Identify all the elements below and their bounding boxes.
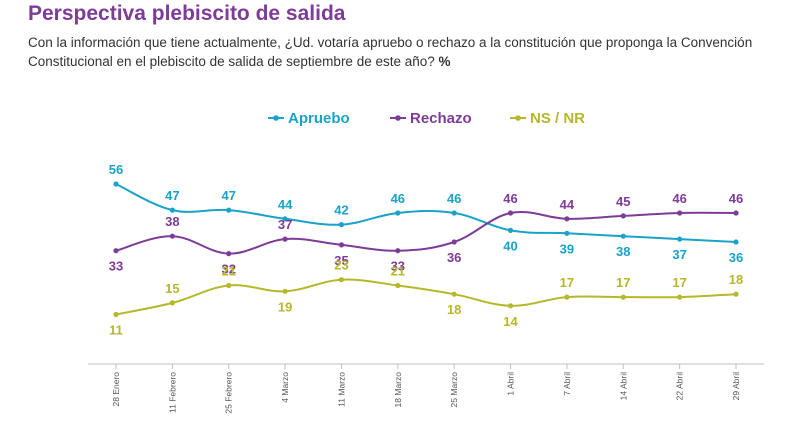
series-line-apruebo bbox=[115, 183, 737, 243]
x-tick-label: 25 Febrero bbox=[224, 372, 234, 414]
data-point-ns-nr bbox=[733, 291, 739, 297]
data-label-ns-nr: 21 bbox=[221, 264, 235, 279]
data-point-rechazo bbox=[226, 251, 232, 257]
data-point-ns-nr bbox=[677, 294, 683, 300]
data-label-ns-nr: 18 bbox=[729, 272, 743, 287]
data-label-apruebo: 40 bbox=[503, 238, 517, 253]
data-point-ns-nr bbox=[338, 277, 345, 283]
data-label-apruebo: 56 bbox=[109, 162, 123, 177]
data-point-ns-nr bbox=[564, 294, 570, 300]
data-label-rechazo: 44 bbox=[560, 197, 575, 212]
data-point-apruebo bbox=[564, 230, 570, 236]
legend-marker-apruebo bbox=[273, 115, 279, 121]
data-point-ns-nr bbox=[620, 294, 626, 300]
data-label-rechazo: 38 bbox=[165, 214, 179, 229]
data-point-apruebo bbox=[620, 233, 626, 239]
x-tick-label: 22 Abril bbox=[675, 372, 685, 400]
data-point-rechazo bbox=[282, 236, 288, 242]
data-point-rechazo bbox=[113, 248, 119, 254]
page-title: Perspectiva plebiscito de salida bbox=[28, 2, 346, 25]
legend-label-apruebo: Apruebo bbox=[288, 110, 350, 127]
data-point-ns-nr bbox=[282, 288, 288, 294]
data-point-apruebo bbox=[451, 210, 457, 216]
legend-marker-rechazo bbox=[395, 115, 401, 121]
data-point-apruebo bbox=[169, 207, 175, 213]
data-point-rechazo bbox=[338, 242, 345, 248]
data-label-ns-nr: 17 bbox=[616, 275, 630, 290]
data-point-ns-nr bbox=[226, 282, 232, 289]
data-point-apruebo bbox=[507, 227, 514, 233]
data-label-ns-nr: 17 bbox=[560, 275, 574, 290]
data-label-apruebo: 46 bbox=[447, 191, 461, 206]
data-point-ns-nr bbox=[169, 300, 175, 306]
data-point-apruebo bbox=[113, 181, 119, 187]
legend-label-rechazo: Rechazo bbox=[410, 110, 472, 127]
data-label-ns-nr: 14 bbox=[503, 314, 518, 329]
data-point-rechazo bbox=[733, 210, 739, 216]
data-label-ns-nr: 11 bbox=[109, 323, 123, 338]
data-point-apruebo bbox=[395, 210, 401, 216]
data-point-apruebo bbox=[733, 239, 739, 245]
legend-label-ns-nr: NS / NR bbox=[530, 110, 585, 127]
data-point-apruebo bbox=[677, 236, 683, 242]
data-label-rechazo: 45 bbox=[616, 194, 630, 209]
series-line-ns-nr bbox=[115, 278, 737, 316]
data-label-rechazo: 46 bbox=[672, 191, 686, 206]
data-point-apruebo bbox=[282, 216, 288, 222]
data-label-apruebo: 38 bbox=[616, 244, 630, 259]
data-point-ns-nr bbox=[507, 303, 514, 309]
data-point-rechazo bbox=[395, 248, 401, 254]
x-tick-label: 4 Marzo bbox=[280, 372, 290, 403]
question-text: Con la información que tiene actualmente… bbox=[28, 35, 753, 69]
data-point-ns-nr bbox=[395, 282, 401, 289]
x-tick-label: 7 Abril bbox=[562, 372, 572, 396]
x-tick-label: 29 Abril bbox=[731, 372, 741, 400]
data-label-apruebo: 46 bbox=[391, 191, 405, 206]
x-tick-label: 28 Enero bbox=[111, 372, 121, 407]
data-label-ns-nr: 17 bbox=[672, 275, 686, 290]
data-label-ns-nr: 23 bbox=[334, 258, 348, 273]
unit-label: % bbox=[438, 54, 451, 69]
x-tick-label: 18 Marzo bbox=[393, 372, 403, 408]
data-label-apruebo: 42 bbox=[334, 203, 348, 218]
data-point-rechazo bbox=[564, 216, 570, 222]
data-label-rechazo: 46 bbox=[503, 191, 517, 206]
data-point-rechazo bbox=[451, 239, 457, 245]
data-point-rechazo bbox=[677, 210, 683, 216]
data-label-ns-nr: 19 bbox=[278, 299, 292, 314]
data-label-apruebo: 37 bbox=[672, 247, 686, 262]
data-label-apruebo: 47 bbox=[165, 188, 179, 203]
x-tick-label: 11 Marzo bbox=[336, 372, 346, 407]
series-line-rechazo bbox=[115, 211, 737, 255]
data-label-rechazo: 36 bbox=[447, 250, 461, 265]
data-label-rechazo: 35 bbox=[334, 253, 348, 268]
data-point-ns-nr bbox=[451, 291, 457, 297]
data-label-apruebo: 44 bbox=[278, 197, 293, 212]
data-point-rechazo bbox=[507, 210, 514, 216]
data-label-ns-nr: 15 bbox=[165, 281, 179, 296]
data-label-apruebo: 47 bbox=[221, 188, 235, 203]
x-tick-label: 11 Febrero bbox=[167, 372, 177, 413]
data-point-rechazo bbox=[620, 213, 626, 219]
data-label-ns-nr: 21 bbox=[391, 264, 405, 279]
data-point-ns-nr bbox=[113, 311, 119, 318]
data-point-rechazo bbox=[169, 233, 175, 239]
x-tick-label: 25 Marzo bbox=[449, 372, 459, 408]
data-label-rechazo: 33 bbox=[109, 259, 123, 274]
x-tick-label: 14 Abril bbox=[618, 372, 628, 400]
data-label-rechazo: 46 bbox=[729, 191, 743, 206]
x-tick-label: 1 Abril bbox=[506, 372, 516, 396]
data-point-apruebo bbox=[226, 207, 232, 213]
data-label-rechazo: 37 bbox=[278, 217, 292, 232]
data-label-ns-nr: 18 bbox=[447, 302, 461, 317]
chart-question: Con la información que tiene actualmente… bbox=[28, 33, 768, 71]
legend-marker-ns-nr bbox=[515, 115, 521, 121]
data-label-apruebo: 39 bbox=[560, 241, 574, 256]
data-label-rechazo: 33 bbox=[391, 259, 405, 274]
data-point-apruebo bbox=[338, 222, 345, 228]
data-label-apruebo: 36 bbox=[729, 250, 743, 265]
data-label-rechazo: 32 bbox=[221, 262, 235, 277]
